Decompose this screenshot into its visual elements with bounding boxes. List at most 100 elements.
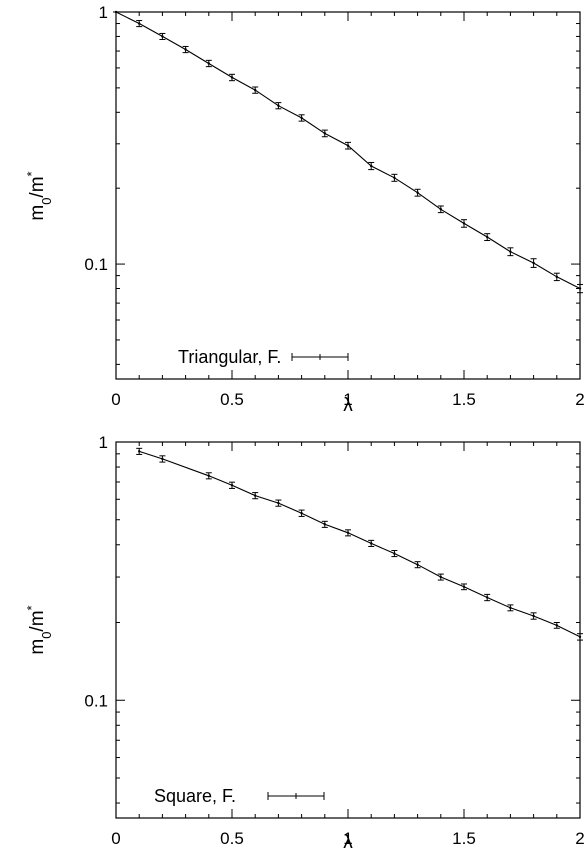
plot-frame (115, 441, 581, 819)
data-point (437, 573, 444, 581)
data-point (321, 129, 328, 138)
data-point (507, 604, 514, 612)
data-point (461, 583, 467, 591)
data-point (205, 59, 212, 68)
point-marker (277, 104, 280, 107)
y-axis-label-part: /m (27, 176, 48, 197)
data-point (229, 481, 235, 489)
y-axis-label: m0/m* (24, 605, 54, 654)
x-axis-label: λ (343, 832, 353, 853)
point-marker (138, 450, 141, 453)
x-tick-label: 1 (343, 829, 352, 848)
point-marker (230, 76, 234, 79)
point-marker (532, 261, 535, 265)
data-point (275, 499, 282, 507)
y-axis-label-part: /m (27, 610, 48, 631)
point-marker (462, 585, 466, 588)
point-marker (509, 606, 512, 610)
point-marker (346, 531, 350, 535)
x-tick-label: 0 (111, 390, 120, 409)
point-marker (207, 474, 210, 477)
point-marker (532, 614, 535, 618)
point-marker (300, 116, 303, 120)
data-point (437, 205, 444, 214)
point-marker (486, 596, 489, 599)
point-marker (370, 164, 373, 168)
x-tick-label: 1.5 (452, 829, 476, 848)
point-marker (393, 552, 396, 555)
y-axis-label-part: m (27, 639, 48, 655)
y-axis-label-part: * (24, 171, 39, 176)
data-point (553, 272, 560, 282)
point-marker (555, 275, 558, 279)
series-line (139, 450, 581, 638)
point-marker (416, 563, 419, 566)
point-marker (462, 222, 466, 225)
point-marker (393, 176, 396, 179)
point-marker (254, 494, 257, 497)
data-point (182, 45, 189, 54)
data-point (345, 529, 351, 537)
x-tick-label: 0 (111, 829, 120, 848)
data-point (136, 20, 143, 28)
x-tick-label: 1.5 (452, 390, 476, 409)
point-marker (323, 523, 326, 526)
point-marker (323, 132, 326, 135)
data-point (136, 447, 143, 455)
data-point (159, 455, 166, 463)
point-marker (486, 235, 489, 239)
legend-label: Square, F. (154, 786, 236, 806)
data-point (368, 161, 375, 171)
data-point (159, 32, 166, 40)
data-point (252, 492, 259, 500)
point-marker (207, 62, 210, 65)
x-tick-label: 1 (343, 390, 352, 409)
point-marker (230, 484, 234, 487)
point-marker (509, 250, 512, 253)
legend-label: Triangular, F. (178, 347, 281, 367)
data-point (391, 550, 398, 558)
point-marker (138, 22, 141, 25)
point-marker (555, 624, 558, 627)
point-marker (161, 457, 164, 461)
y-axis-label-part: * (24, 605, 39, 610)
point-marker (439, 208, 442, 211)
data-point (298, 509, 305, 517)
data-point (553, 622, 560, 629)
point-marker (114, 10, 118, 14)
y-tick-label: 0.1 (84, 255, 108, 274)
series-line (115, 11, 581, 289)
x-tick-label: 0.5 (220, 390, 244, 409)
point-marker (578, 635, 582, 639)
data-point (484, 593, 491, 602)
point-marker (346, 144, 350, 147)
data-point (414, 188, 421, 197)
point-marker (578, 287, 582, 290)
data-point (275, 102, 282, 110)
data-point (577, 633, 583, 641)
data-point (321, 520, 328, 528)
y-axis-label-part: 0 (39, 632, 54, 639)
data-point (530, 612, 537, 620)
point-marker (439, 575, 442, 579)
data-point (205, 472, 212, 480)
data-point (577, 283, 583, 294)
point-marker (161, 35, 164, 38)
point-marker (416, 191, 419, 194)
data-point (252, 86, 259, 94)
data-point (507, 247, 514, 257)
y-axis-label-part: m (27, 205, 48, 221)
x-axis-label: λ (343, 395, 353, 416)
y-axis-label-part: 0 (39, 198, 54, 205)
point-marker (254, 88, 257, 92)
data-point (391, 173, 398, 182)
x-tick-label: 2 (575, 829, 584, 848)
point-marker (300, 512, 303, 515)
data-point (414, 561, 421, 569)
data-point (345, 141, 351, 150)
data-point (484, 233, 491, 242)
data-point (229, 73, 235, 82)
